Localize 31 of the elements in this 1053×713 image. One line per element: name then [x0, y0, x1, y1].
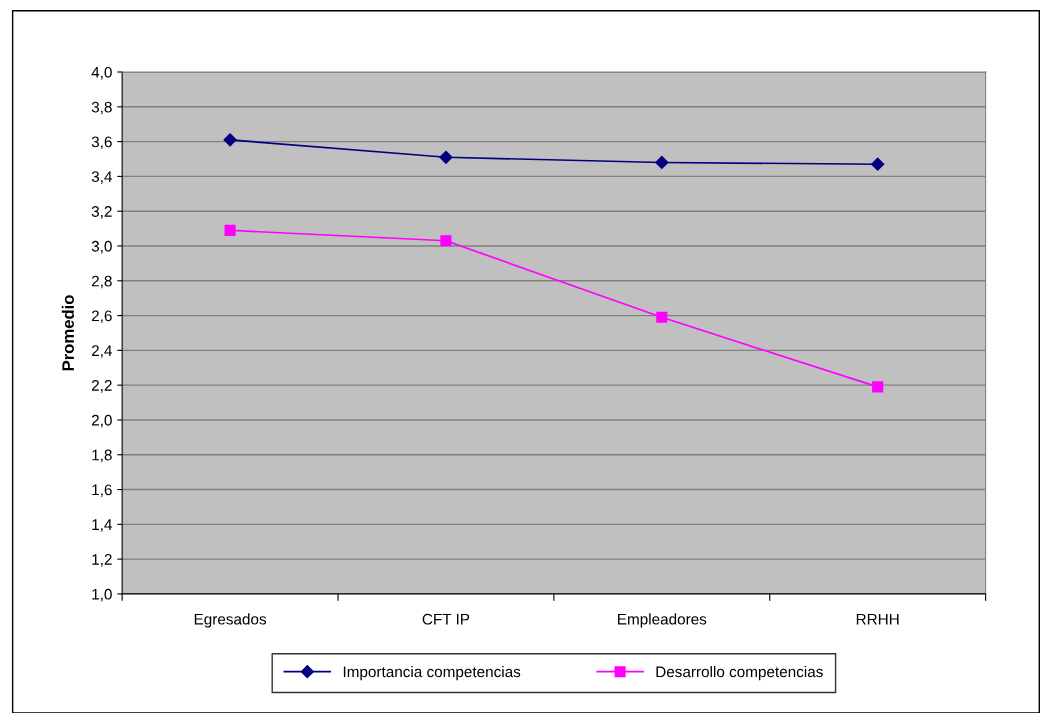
x-tick-label: Egresados [194, 613, 267, 628]
point [224, 224, 236, 236]
y-tick-label: 1,2 [92, 554, 112, 567]
y-axis-title: Promedio [61, 295, 75, 371]
legend-label: Importancia competencias [343, 665, 521, 681]
y-tick-label: 2,2 [91, 380, 112, 393]
x-tick-label: RRHH [856, 613, 899, 625]
legend-label: Desarrollo competencias [656, 665, 823, 681]
y-tick-label: 4,0 [91, 66, 112, 80]
y-tick-label: 2,0 [91, 414, 112, 428]
point [656, 311, 668, 323]
y-tick-label: 3,6 [91, 136, 112, 150]
y-tick-label: 1,4 [92, 519, 112, 532]
y-tick-label: 2,8 [91, 275, 112, 289]
y-tick-label: 2,6 [91, 310, 112, 324]
y-tick-label: 3,4 [91, 171, 112, 184]
x-tick-label: Empleadores [618, 613, 707, 628]
y-tick-label: 1,8 [92, 449, 112, 463]
point [223, 133, 237, 147]
y-tick-label: 2,4 [91, 345, 112, 358]
y-tick-label: 3,8 [91, 101, 112, 115]
point [872, 381, 884, 393]
point [655, 155, 669, 170]
point [440, 235, 452, 247]
point [871, 157, 885, 171]
point [439, 150, 453, 164]
y-tick-label: 3,2 [91, 206, 112, 219]
y-tick-label: 3,0 [91, 240, 112, 254]
x-tick-label: CFT IP [422, 613, 470, 625]
y-tick-label: 1,0 [92, 588, 112, 602]
y-tick-label: 1,6 [92, 484, 112, 498]
